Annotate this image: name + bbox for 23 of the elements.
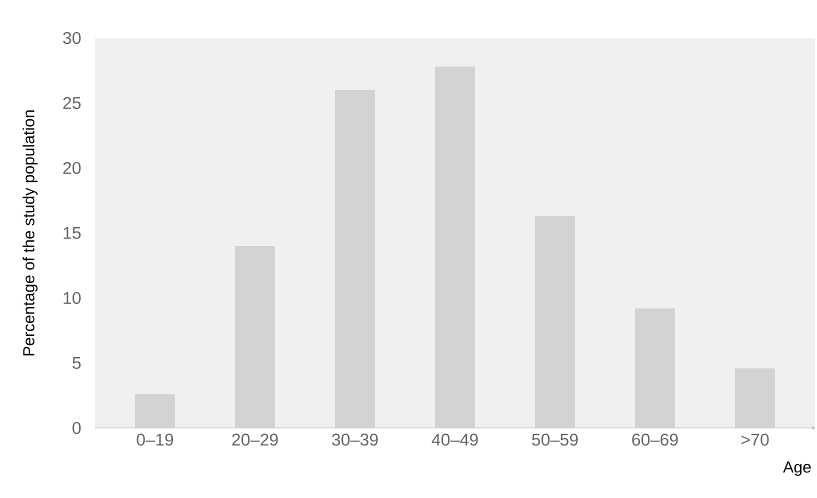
bar [435,66,475,428]
bar [634,308,675,428]
y-tick-label: 0 [72,422,81,434]
x-tick-label: 60–69 [632,434,678,446]
bar [335,90,375,428]
y-tick-label: 5 [72,357,81,369]
x-tick-label: 30–39 [332,434,378,446]
x-tick-label: >70 [741,434,769,446]
bar [734,368,775,428]
y-tick-label: 25 [63,96,81,110]
x-tick-label: 50–59 [532,434,578,446]
y-tick-label: 30 [63,32,81,44]
y-tick-label: 10 [64,292,81,304]
bar [235,246,276,428]
x-tick-label: 20–29 [232,434,278,446]
y-axis-title: Percentage of the study population [22,110,38,356]
x-tick-label: 40–49 [432,434,478,446]
bar [135,394,176,428]
y-tick-label: 15 [64,227,81,239]
bar [535,216,575,428]
y-tick-label: 20 [63,162,81,174]
x-tick-label: 0–19 [136,434,174,446]
x-axis-title: Age [783,462,811,476]
